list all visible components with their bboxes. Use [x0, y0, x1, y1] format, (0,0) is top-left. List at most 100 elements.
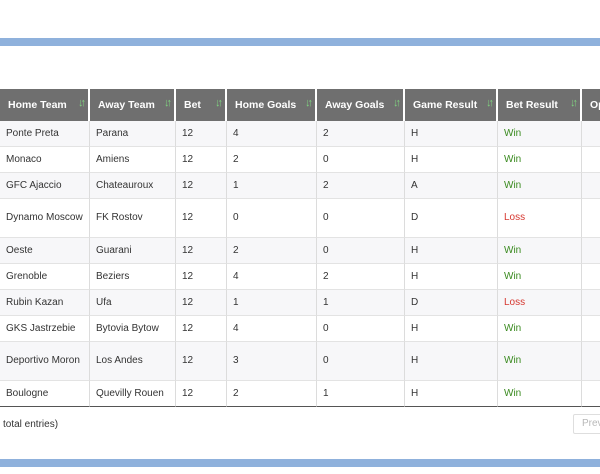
table-row: GKS Jastrzebie Bytovia Bytow 12 4 0 H Win: [0, 316, 600, 342]
cell-bet-result: Win: [498, 381, 582, 407]
cell-bet: 12: [176, 316, 227, 342]
col-header-away-team[interactable]: Away Team ↓↑: [90, 89, 176, 121]
cell-away-goals: 1: [317, 290, 405, 316]
cell-bet-result: Win: [498, 121, 582, 147]
col-header-game-result[interactable]: Game Result ↓↑: [405, 89, 498, 121]
cell-away-team: Quevilly Rouen: [90, 381, 176, 407]
cell-away-goals: 0: [317, 316, 405, 342]
col-header-label: Op: [590, 99, 600, 111]
table-row: Boulogne Quevilly Rouen 12 2 1 H Win: [0, 381, 600, 407]
cell-game-result: H: [405, 121, 498, 147]
table-row: GFC Ajaccio Chateauroux 12 1 2 A Win: [0, 173, 600, 199]
cell-bet-result: Loss: [498, 199, 582, 238]
sort-arrows-icon[interactable]: ↓↑: [164, 97, 172, 109]
cell-bet-result: Loss: [498, 290, 582, 316]
col-header-away-goals[interactable]: Away Goals ↓↑: [317, 89, 405, 121]
cell-game-result: H: [405, 147, 498, 173]
table-row: Ponte Preta Parana 12 4 2 H Win: [0, 121, 600, 147]
sort-arrows-icon[interactable]: ↓↑: [78, 97, 86, 109]
cell-bet: 12: [176, 147, 227, 173]
sort-arrows-icon[interactable]: ↓↑: [486, 97, 494, 109]
sort-arrows-icon[interactable]: ↓↑: [305, 97, 313, 109]
cell-home-team: Deportivo Moron: [0, 342, 90, 381]
cell-away-goals: 0: [317, 238, 405, 264]
cell-away-goals: 2: [317, 264, 405, 290]
cell-bet: 12: [176, 121, 227, 147]
cell-game-result: H: [405, 264, 498, 290]
cell-game-result: D: [405, 290, 498, 316]
table-header-row: Home Team ↓↑ Away Team ↓↑ Bet ↓↑ Home Goals…: [0, 89, 600, 121]
cell-home-goals: 0: [227, 199, 317, 238]
col-header-home-team[interactable]: Home Team ↓↑: [0, 89, 90, 121]
cell-away-team: Bytovia Bytow: [90, 316, 176, 342]
cell-home-team: Ponte Preta: [0, 121, 90, 147]
cell-away-team: Parana: [90, 121, 176, 147]
cell-bet: 12: [176, 264, 227, 290]
col-header-label: Away Goals: [325, 99, 385, 111]
sort-arrows-icon[interactable]: ↓↑: [570, 97, 578, 109]
cell-game-result: H: [405, 316, 498, 342]
cell-away-team: Guarani: [90, 238, 176, 264]
col-header-label: Home Goals: [235, 99, 297, 111]
prev-page-button[interactable]: Prev: [573, 414, 600, 434]
results-table-container: Home Team ↓↑ Away Team ↓↑ Bet ↓↑ Home Goals…: [0, 89, 600, 407]
table-row: Monaco Amiens 12 2 0 H Win: [0, 147, 600, 173]
cell-game-result: H: [405, 342, 498, 381]
cell-home-goals: 4: [227, 316, 317, 342]
cell-op: [582, 121, 600, 147]
col-header-op[interactable]: Op: [582, 89, 600, 121]
cell-home-goals: 1: [227, 173, 317, 199]
cell-home-goals: 4: [227, 264, 317, 290]
cell-home-team: Monaco: [0, 147, 90, 173]
cell-home-goals: 4: [227, 121, 317, 147]
col-header-bet[interactable]: Bet ↓↑: [176, 89, 227, 121]
cell-away-goals: 0: [317, 147, 405, 173]
cell-op: [582, 199, 600, 238]
cell-home-goals: 1: [227, 290, 317, 316]
cell-op: [582, 238, 600, 264]
cell-away-team: Chateauroux: [90, 173, 176, 199]
cell-away-goals: 0: [317, 199, 405, 238]
table-row: Rubin Kazan Ufa 12 1 1 D Loss: [0, 290, 600, 316]
cell-bet: 12: [176, 238, 227, 264]
cell-bet-result: Win: [498, 147, 582, 173]
col-header-label: Bet: [184, 99, 201, 111]
top-divider-band: [0, 38, 600, 46]
sort-arrows-icon[interactable]: ↓↑: [393, 97, 401, 109]
cell-game-result: D: [405, 199, 498, 238]
cell-op: [582, 290, 600, 316]
cell-bet: 12: [176, 381, 227, 407]
cell-bet: 12: [176, 342, 227, 381]
col-header-label: Away Team: [98, 99, 155, 111]
col-header-label: Game Result: [413, 99, 478, 111]
cell-bet: 12: [176, 290, 227, 316]
cell-away-goals: 0: [317, 342, 405, 381]
col-header-bet-result[interactable]: Bet Result ↓↑: [498, 89, 582, 121]
table-row: Grenoble Beziers 12 4 2 H Win: [0, 264, 600, 290]
cell-bet: 12: [176, 173, 227, 199]
sort-arrows-icon[interactable]: ↓↑: [215, 97, 223, 109]
cell-home-team: GKS Jastrzebie: [0, 316, 90, 342]
col-header-home-goals[interactable]: Home Goals ↓↑: [227, 89, 317, 121]
cell-game-result: H: [405, 238, 498, 264]
cell-away-team: Ufa: [90, 290, 176, 316]
cell-game-result: H: [405, 381, 498, 407]
cell-op: [582, 342, 600, 381]
table-row: Dynamo Moscow FK Rostov 12 0 0 D Loss: [0, 199, 600, 238]
col-header-label: Bet Result: [506, 99, 558, 111]
col-header-label: Home Team: [8, 99, 67, 111]
cell-bet-result: Win: [498, 264, 582, 290]
cell-home-goals: 2: [227, 381, 317, 407]
cell-op: [582, 147, 600, 173]
cell-away-team: Beziers: [90, 264, 176, 290]
cell-bet-result: Win: [498, 342, 582, 381]
cell-bet: 12: [176, 199, 227, 238]
cell-home-team: Rubin Kazan: [0, 290, 90, 316]
bottom-divider-band: [0, 459, 600, 467]
cell-home-team: GFC Ajaccio: [0, 173, 90, 199]
cell-home-team: Dynamo Moscow: [0, 199, 90, 238]
cell-op: [582, 316, 600, 342]
cell-away-team: Amiens: [90, 147, 176, 173]
table-body: Ponte Preta Parana 12 4 2 H Win Monaco Amiens 12 2…: [0, 121, 600, 407]
cell-op: [582, 173, 600, 199]
